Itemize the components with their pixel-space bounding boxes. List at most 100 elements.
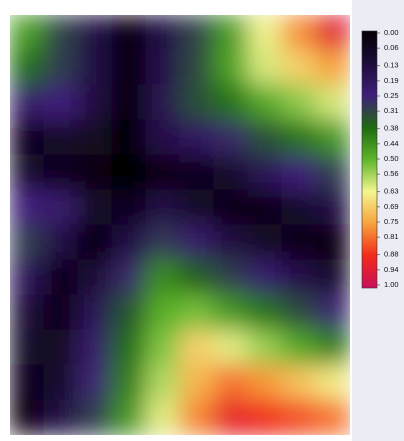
heatmap-cell	[247, 189, 283, 226]
heatmap-cell	[247, 294, 283, 331]
heatmap-cell	[111, 399, 147, 435]
heatmap-cell	[43, 329, 79, 366]
heatmap-cell	[111, 259, 147, 296]
heatmap-cell	[77, 364, 113, 401]
heatmap-cell	[111, 15, 147, 51]
colorbar-tick-label: 0.38	[384, 124, 399, 133]
heatmap-cell	[213, 329, 249, 366]
heatmap-cell	[281, 224, 317, 261]
heatmap-cell	[315, 224, 350, 261]
heatmap-cell	[43, 49, 79, 86]
heatmap-cell	[145, 399, 181, 435]
heatmap-cell	[179, 364, 215, 401]
heatmap-cell	[10, 15, 45, 51]
colorbar-tick-label: 1.00	[384, 280, 399, 289]
heatmap-cell	[315, 154, 350, 191]
heatmap-cell	[213, 294, 249, 331]
heatmap-cell	[77, 399, 113, 435]
colorbar	[361, 30, 378, 289]
heatmap-cell	[111, 189, 147, 226]
heatmap-cell	[77, 15, 113, 51]
heatmap-cell	[10, 189, 45, 226]
heatmap-cell	[10, 84, 45, 121]
heatmap-cell	[43, 399, 79, 435]
heatmap-cell	[213, 84, 249, 121]
heatmap-cell	[213, 189, 249, 226]
heatmap-cell	[315, 84, 350, 121]
heatmap-cell	[281, 154, 317, 191]
heatmap-cell	[247, 15, 283, 51]
heatmap-cell	[77, 119, 113, 156]
heatmap-cell	[43, 294, 79, 331]
heatmap-cell	[145, 329, 181, 366]
heatmap-cell	[247, 154, 283, 191]
heatmap-cell	[179, 294, 215, 331]
heatmap-cell	[281, 329, 317, 366]
heatmap-cell	[247, 84, 283, 121]
heatmap-cell	[179, 119, 215, 156]
heatmap-cell	[315, 329, 350, 366]
heatmap-cell	[77, 329, 113, 366]
heatmap-cell	[43, 154, 79, 191]
heatmap-cell	[111, 154, 147, 191]
heatmap-cell	[145, 84, 181, 121]
heatmap-cell	[213, 49, 249, 86]
heatmap-cell	[10, 364, 45, 401]
heatmap-cell	[315, 259, 350, 296]
colorbar-tick-label: 0.56	[384, 169, 399, 178]
heatmap-cell	[213, 154, 249, 191]
colorbar-tick-label: 0.81	[384, 232, 399, 241]
heatmap-cell	[281, 15, 317, 51]
heatmap-cell	[247, 49, 283, 86]
heatmap-cell	[179, 259, 215, 296]
heatmap-cell	[10, 259, 45, 296]
heatmap-cell	[10, 329, 45, 366]
colorbar-tick-label: 0.25	[384, 91, 399, 100]
heatmap-cell	[247, 399, 283, 435]
heatmap-cell	[43, 189, 79, 226]
heatmap-cell	[43, 364, 79, 401]
colorbar-tick-label: 0.50	[384, 154, 399, 163]
heatmap-cell	[10, 399, 45, 435]
heatmap-cell	[111, 224, 147, 261]
heatmap-cell	[179, 84, 215, 121]
colorbar-tick-label: 0.69	[384, 202, 399, 211]
heatmap-cell	[213, 119, 249, 156]
heatmap-cell	[179, 154, 215, 191]
heatmap-cell	[145, 49, 181, 86]
heatmap-cell	[145, 259, 181, 296]
heatmap-cell	[43, 259, 79, 296]
heatmap-cell	[145, 189, 181, 226]
heatmap-cell	[179, 49, 215, 86]
heatmap-cell	[179, 15, 215, 51]
colorbar-tick-label: 0.63	[384, 187, 399, 196]
heatmap-cell	[315, 119, 350, 156]
colorbar-tick-label: 0.13	[384, 61, 399, 70]
heatmap-cell	[281, 84, 317, 121]
heatmap-cell	[145, 154, 181, 191]
heatmap-cell	[10, 224, 45, 261]
heatmap-cell	[179, 329, 215, 366]
heatmap-cell	[145, 224, 181, 261]
colorbar-tick-label: 0.88	[384, 250, 399, 259]
heatmap-cell	[281, 294, 317, 331]
heatmap-cell	[43, 224, 79, 261]
heatmap-cell	[247, 259, 283, 296]
heatmap-cell	[145, 364, 181, 401]
heatmap-cell	[145, 294, 181, 331]
heatmap-cell	[247, 364, 283, 401]
heatmap-cell	[77, 189, 113, 226]
heatmap-cell	[213, 224, 249, 261]
heatmap-cell	[315, 189, 350, 226]
colorbar-tick-label: 0.19	[384, 76, 399, 85]
colorbar-tick-label: 0.31	[384, 106, 399, 115]
heatmap-cell	[281, 364, 317, 401]
heatmap-cell	[111, 294, 147, 331]
colorbar-tick-label: 0.06	[384, 43, 399, 52]
heatmap-cell	[77, 294, 113, 331]
heatmap-cell	[315, 294, 350, 331]
heatmap-cell	[43, 15, 79, 51]
heatmap-cell	[281, 259, 317, 296]
heatmap-cell	[43, 119, 79, 156]
